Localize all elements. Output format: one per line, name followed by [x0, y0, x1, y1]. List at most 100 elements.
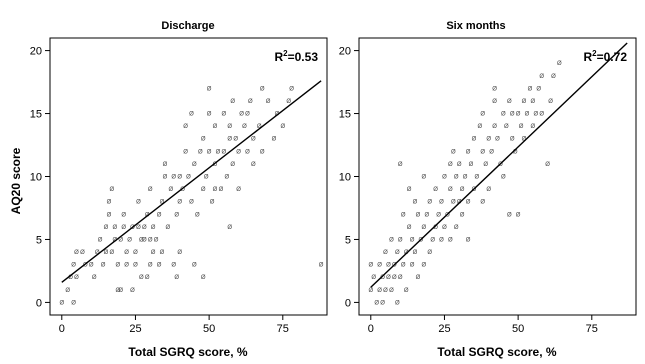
data-point: Ø — [483, 162, 488, 168]
data-point: Ø — [472, 137, 477, 143]
data-point: Ø — [222, 149, 227, 155]
data-point: Ø — [398, 275, 403, 281]
y-tick-label: 10 — [339, 172, 351, 184]
data-point: Ø — [368, 288, 373, 294]
data-point: Ø — [460, 187, 465, 193]
data-point: Ø — [251, 137, 256, 143]
data-point: Ø — [501, 112, 506, 118]
data-point: Ø — [466, 200, 471, 206]
data-point: Ø — [154, 237, 159, 243]
y-axis-label: AQ20 score — [9, 147, 23, 214]
data-point: Ø — [171, 175, 176, 181]
data-point: Ø — [139, 237, 144, 243]
data-point: Ø — [133, 250, 138, 256]
x-tick-label: 25 — [129, 323, 141, 335]
data-point: Ø — [59, 300, 64, 306]
data-point: Ø — [168, 187, 173, 193]
data-point: Ø — [442, 175, 447, 181]
data-point: Ø — [251, 162, 256, 168]
data-point: Ø — [148, 187, 153, 193]
y-ticks-discharge: 0 5 10 15 20 — [30, 46, 50, 309]
data-point: Ø — [430, 237, 435, 243]
data-point: Ø — [110, 187, 115, 193]
data-point: Ø — [213, 187, 218, 193]
data-point: Ø — [127, 237, 132, 243]
data-point: Ø — [171, 263, 176, 269]
y-tick-label: 5 — [345, 234, 351, 246]
data-point: Ø — [233, 137, 238, 143]
data-point: Ø — [439, 200, 444, 206]
data-point: Ø — [204, 175, 209, 181]
data-point: Ø — [174, 275, 179, 281]
data-point: Ø — [416, 212, 421, 218]
data-point: Ø — [439, 237, 444, 243]
data-point: Ø — [410, 263, 415, 269]
data-point: Ø — [480, 149, 485, 155]
data-point: Ø — [404, 288, 409, 294]
data-point: Ø — [410, 237, 415, 243]
data-point: Ø — [507, 212, 512, 218]
data-point: Ø — [501, 175, 506, 181]
data-point: Ø — [177, 175, 182, 181]
data-point: Ø — [510, 137, 515, 143]
panel-title-discharge: Discharge — [161, 20, 214, 32]
data-point: Ø — [157, 263, 162, 269]
data-point: Ø — [454, 175, 459, 181]
data-point: Ø — [227, 137, 232, 143]
data-point: Ø — [528, 86, 533, 92]
data-point: Ø — [183, 124, 188, 130]
data-point: Ø — [177, 250, 182, 256]
data-point: Ø — [198, 149, 203, 155]
data-point: Ø — [545, 162, 550, 168]
data-point: Ø — [80, 250, 85, 256]
data-point: Ø — [174, 212, 179, 218]
r-squared-six-months: R2=0.72 — [584, 49, 628, 64]
r-squared-value: =0.53 — [288, 50, 319, 64]
data-point: Ø — [213, 124, 218, 130]
data-point: Ø — [451, 200, 456, 206]
data-point: Ø — [407, 187, 412, 193]
data-point: Ø — [371, 275, 376, 281]
data-point: Ø — [118, 237, 123, 243]
data-point: Ø — [469, 162, 474, 168]
data-point: Ø — [513, 149, 518, 155]
data-point: Ø — [421, 263, 426, 269]
data-point: Ø — [480, 200, 485, 206]
data-point: Ø — [112, 225, 117, 231]
data-point: Ø — [286, 99, 291, 105]
data-point: Ø — [133, 263, 138, 269]
data-point: Ø — [383, 250, 388, 256]
data-point: Ø — [242, 124, 247, 130]
data-point: Ø — [436, 212, 441, 218]
data-point: Ø — [195, 212, 200, 218]
data-point: Ø — [539, 112, 544, 118]
data-point: Ø — [142, 237, 147, 243]
data-point: Ø — [525, 112, 530, 118]
data-point: Ø — [539, 74, 544, 80]
data-point: Ø — [224, 175, 229, 181]
data-point: Ø — [183, 149, 188, 155]
y-tick-label: 0 — [345, 297, 351, 309]
data-point: Ø — [492, 86, 497, 92]
data-point: Ø — [448, 187, 453, 193]
data-point: Ø — [280, 124, 285, 130]
data-point: Ø — [115, 263, 120, 269]
data-point: Ø — [101, 263, 106, 269]
x-ticks-discharge: 0 25 50 75 — [59, 315, 289, 335]
data-point: Ø — [551, 74, 556, 80]
data-point: Ø — [448, 237, 453, 243]
r-squared-value: =0.72 — [597, 50, 628, 64]
data-point: Ø — [177, 200, 182, 206]
data-point: Ø — [398, 237, 403, 243]
data-point: Ø — [121, 225, 126, 231]
data-point: Ø — [163, 175, 168, 181]
data-point: Ø — [442, 225, 447, 231]
x-tick-label: 25 — [438, 323, 450, 335]
data-point: Ø — [507, 99, 512, 105]
data-point: Ø — [189, 112, 194, 118]
data-point: Ø — [475, 175, 480, 181]
x-axis-label-six-months: Total SGRQ score, % — [437, 345, 556, 359]
data-point: Ø — [207, 86, 212, 92]
data-point: Ø — [192, 263, 197, 269]
